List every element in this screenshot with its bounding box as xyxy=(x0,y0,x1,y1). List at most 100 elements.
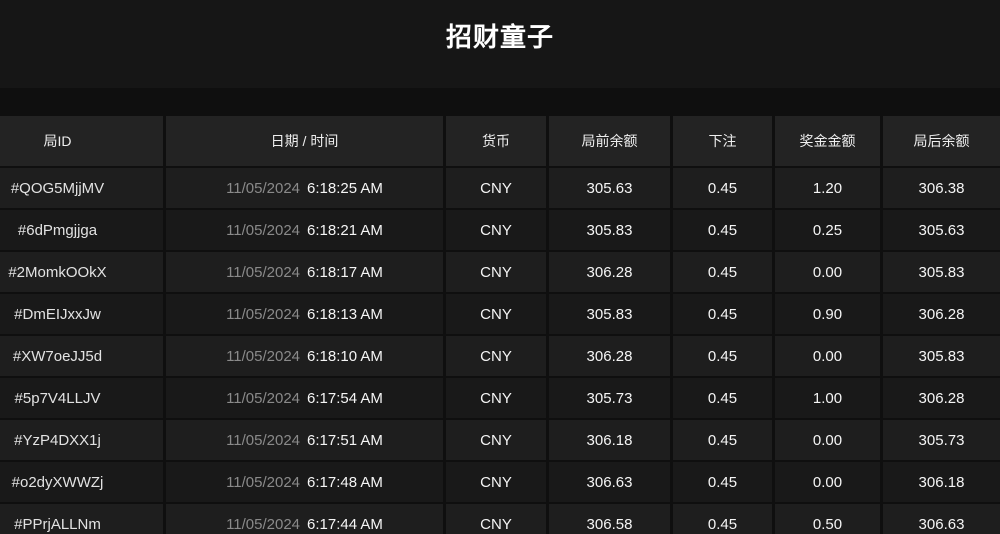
time-text: 6:18:10 AM xyxy=(307,347,383,365)
game-id-cell: #o2dyXWWZj xyxy=(0,462,163,502)
game-id-cell: #2MomkOOkX xyxy=(0,252,163,292)
bet: 0.45 xyxy=(707,305,738,323)
balance-after: 305.63 xyxy=(918,221,965,239)
balance-before-cell: 306.28 xyxy=(549,336,670,376)
prize: 0.90 xyxy=(812,305,843,323)
table-row: #5p7V4LLJV 11/05/2024 6:17:54 AM CNY 305… xyxy=(0,378,1000,418)
currency: CNY xyxy=(480,305,512,323)
title-band: 招财童子 xyxy=(0,0,1000,88)
prize: 1.20 xyxy=(812,179,843,197)
bet-cell: 0.45 xyxy=(673,336,772,376)
game-id-cell: #DmEIJxxJw xyxy=(0,294,163,334)
prize-cell: 0.00 xyxy=(775,336,880,376)
date-text: 11/05/2024 xyxy=(226,431,301,449)
column-header-balance-before: 局前余额 xyxy=(549,116,670,166)
column-header-datetime: 日期 / 时间 xyxy=(166,116,443,166)
balance-before: 306.63 xyxy=(586,473,633,491)
currency: CNY xyxy=(480,221,512,239)
game-id-cell: #5p7V4LLJV xyxy=(0,378,163,418)
game-id-cell: #6dPmgjjga xyxy=(0,210,163,250)
bet: 0.45 xyxy=(707,221,738,239)
currency-cell: CNY xyxy=(446,420,546,460)
bet-cell: 0.45 xyxy=(673,462,772,502)
balance-before: 305.83 xyxy=(586,305,633,323)
balance-after: 305.73 xyxy=(918,431,965,449)
balance-before: 306.58 xyxy=(586,515,633,533)
balance-before-cell: 306.18 xyxy=(549,420,670,460)
date-text: 11/05/2024 xyxy=(226,179,301,197)
table-row: #o2dyXWWZj 11/05/2024 6:17:48 AM CNY 306… xyxy=(0,462,1000,502)
datetime-cell: 11/05/2024 6:17:54 AM xyxy=(166,378,443,418)
bet-cell: 0.45 xyxy=(673,168,772,208)
date-text: 11/05/2024 xyxy=(226,347,301,365)
bet-cell: 0.45 xyxy=(673,294,772,334)
datetime: 11/05/2024 6:18:10 AM xyxy=(226,348,383,365)
table-row: #PPrjALLNm 11/05/2024 6:17:44 AM CNY 306… xyxy=(0,504,1000,534)
game-id: #5p7V4LLJV xyxy=(14,389,101,407)
currency-cell: CNY xyxy=(446,168,546,208)
time-text: 6:18:13 AM xyxy=(307,305,383,323)
balance-after-cell: 305.73 xyxy=(883,420,1000,460)
balance-after-cell: 306.63 xyxy=(883,504,1000,534)
currency: CNY xyxy=(480,515,512,533)
currency: CNY xyxy=(480,389,512,407)
datetime-cell: 11/05/2024 6:18:10 AM xyxy=(166,336,443,376)
currency-cell: CNY xyxy=(446,378,546,418)
date-text: 11/05/2024 xyxy=(226,515,301,533)
table-header-row: 局ID 日期 / 时间 货币 局前余额 下注 奖金金额 局后余额 xyxy=(0,116,1000,166)
time-text: 6:17:44 AM xyxy=(307,515,383,533)
datetime: 11/05/2024 6:17:54 AM xyxy=(226,390,383,407)
datetime-cell: 11/05/2024 6:17:44 AM xyxy=(166,504,443,534)
time-text: 6:17:54 AM xyxy=(307,389,383,407)
bet-cell: 0.45 xyxy=(673,252,772,292)
balance-before-cell: 305.83 xyxy=(549,210,670,250)
datetime-cell: 11/05/2024 6:17:48 AM xyxy=(166,462,443,502)
currency: CNY xyxy=(480,347,512,365)
balance-before: 306.28 xyxy=(586,347,633,365)
balance-after: 305.83 xyxy=(918,347,965,365)
table-row: #YzP4DXX1j 11/05/2024 6:17:51 AM CNY 306… xyxy=(0,420,1000,460)
currency-cell: CNY xyxy=(446,336,546,376)
time-text: 6:17:48 AM xyxy=(307,473,383,491)
balance-before: 306.18 xyxy=(586,431,633,449)
currency: CNY xyxy=(480,263,512,281)
datetime-cell: 11/05/2024 6:18:25 AM xyxy=(166,168,443,208)
table-row: #QOG5MjjMV 11/05/2024 6:18:25 AM CNY 305… xyxy=(0,168,1000,208)
balance-before-cell: 305.83 xyxy=(549,294,670,334)
currency: CNY xyxy=(480,473,512,491)
date-text: 11/05/2024 xyxy=(226,389,301,407)
balance-after: 306.38 xyxy=(918,179,965,197)
balance-before: 305.83 xyxy=(586,221,633,239)
prize: 0.50 xyxy=(812,515,843,533)
table-row: #XW7oeJJ5d 11/05/2024 6:18:10 AM CNY 306… xyxy=(0,336,1000,376)
game-id-cell: #QOG5MjjMV xyxy=(0,168,163,208)
datetime: 11/05/2024 6:18:13 AM xyxy=(226,306,383,323)
time-text: 6:18:25 AM xyxy=(307,179,383,197)
bet-cell: 0.45 xyxy=(673,378,772,418)
prize-cell: 0.25 xyxy=(775,210,880,250)
balance-before-cell: 305.73 xyxy=(549,378,670,418)
prize: 0.25 xyxy=(812,221,843,239)
history-table: 局ID 日期 / 时间 货币 局前余额 下注 奖金金额 局后余额 #QOG5Mj… xyxy=(0,116,1000,534)
prize: 0.00 xyxy=(812,431,843,449)
game-id: #6dPmgjjga xyxy=(17,221,98,239)
game-id: #QOG5MjjMV xyxy=(10,179,105,197)
column-header-prize: 奖金金额 xyxy=(775,116,880,166)
prize-cell: 1.00 xyxy=(775,378,880,418)
column-header-game-id: 局ID xyxy=(0,116,163,166)
date-text: 11/05/2024 xyxy=(226,473,301,491)
datetime: 11/05/2024 6:17:48 AM xyxy=(226,474,383,491)
balance-before-cell: 306.63 xyxy=(549,462,670,502)
balance-after-cell: 306.28 xyxy=(883,294,1000,334)
currency-cell: CNY xyxy=(446,462,546,502)
bet-cell: 0.45 xyxy=(673,420,772,460)
column-header-bet: 下注 xyxy=(673,116,772,166)
balance-after-cell: 306.38 xyxy=(883,168,1000,208)
prize-cell: 0.00 xyxy=(775,420,880,460)
prize: 0.00 xyxy=(812,263,843,281)
datetime: 11/05/2024 6:17:51 AM xyxy=(226,432,383,449)
datetime-cell: 11/05/2024 6:18:13 AM xyxy=(166,294,443,334)
currency-cell: CNY xyxy=(446,210,546,250)
game-id-cell: #YzP4DXX1j xyxy=(0,420,163,460)
balance-after-cell: 306.28 xyxy=(883,378,1000,418)
